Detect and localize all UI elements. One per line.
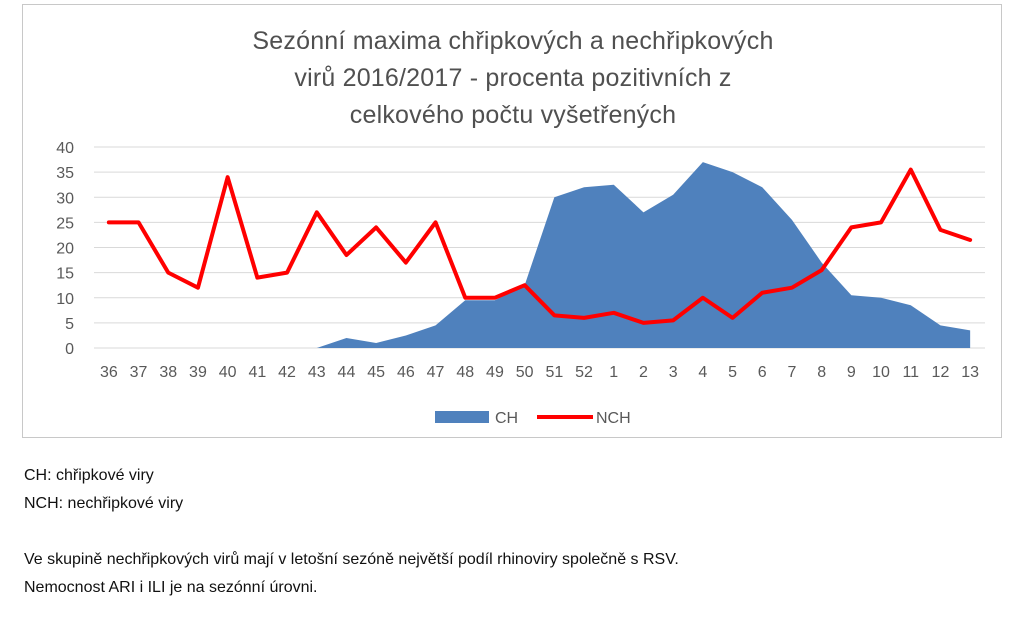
x-tick-label: 36: [100, 364, 118, 381]
x-tick-label: 10: [872, 364, 890, 381]
legend-label-nch: NCH: [596, 410, 631, 427]
y-tick-label: 20: [56, 241, 74, 258]
x-tick-label: 45: [367, 364, 385, 381]
x-tick-label: 48: [456, 364, 474, 381]
y-tick-label: 40: [56, 140, 74, 157]
x-tick-label: 52: [575, 364, 593, 381]
chart-title: Sezónní maxima chřipkových a nechřipkový…: [23, 23, 1003, 134]
x-tick-label: 3: [669, 364, 678, 381]
x-tick-label: 49: [486, 364, 504, 381]
x-tick-label: 7: [787, 364, 796, 381]
y-tick-label: 10: [56, 291, 74, 308]
y-tick-label: 0: [65, 341, 74, 358]
x-tick-label: 51: [545, 364, 563, 381]
y-tick-label: 15: [56, 266, 74, 283]
y-tick-label: 25: [56, 215, 74, 232]
x-tick-label: 39: [189, 364, 207, 381]
y-tick-label: 5: [65, 316, 74, 333]
x-tick-label: 43: [308, 364, 326, 381]
x-tick-label: 9: [847, 364, 856, 381]
x-tick-label: 41: [248, 364, 266, 381]
chart-title-line: Sezónní maxima chřipkových a nechřipkový…: [252, 27, 774, 55]
x-tick-label: 5: [728, 364, 737, 381]
x-tick-label: 2: [639, 364, 648, 381]
x-tick-label: 13: [961, 364, 979, 381]
series-area-ch: [108, 162, 971, 348]
y-tick-label: 35: [56, 165, 74, 182]
commentary-text: Nemocnost ARI i ILI je na sezónní úrovni…: [24, 579, 318, 596]
chart-title-line: celkového počtu vyšetřených: [349, 101, 677, 129]
legend-swatch-ch: [435, 411, 489, 423]
x-tick-label: 38: [159, 364, 177, 381]
y-tick-label: 30: [56, 190, 74, 207]
x-tick-label: 46: [397, 364, 415, 381]
legend-label-ch: CH: [495, 410, 518, 427]
x-tick-label: 47: [427, 364, 445, 381]
chart-frame: Sezónní maxima chřipkových a nechřipkový…: [22, 4, 1002, 438]
x-tick-label: 44: [338, 364, 356, 381]
x-tick-label: 11: [902, 364, 919, 381]
x-tick-label: 4: [698, 364, 707, 381]
x-tick-label: 1: [609, 364, 618, 381]
commentary-text: Ve skupině nechřipkových virů mají v let…: [24, 551, 679, 568]
x-tick-label: 50: [516, 364, 534, 381]
x-tick-label: 37: [130, 364, 148, 381]
x-tick-label: 8: [817, 364, 826, 381]
x-tick-label: 12: [932, 364, 950, 381]
x-tick-label: 42: [278, 364, 296, 381]
legend-note-nch: NCH: nechřipkové viry: [24, 495, 184, 512]
x-tick-label: 40: [219, 364, 237, 381]
series-line-nch: [106, 167, 973, 325]
x-tick-label: 6: [758, 364, 767, 381]
chart-title-line: virů 2016/2017 - procenta pozitivních z: [294, 64, 732, 92]
legend-note-ch: CH: chřipkové viry: [24, 467, 154, 484]
